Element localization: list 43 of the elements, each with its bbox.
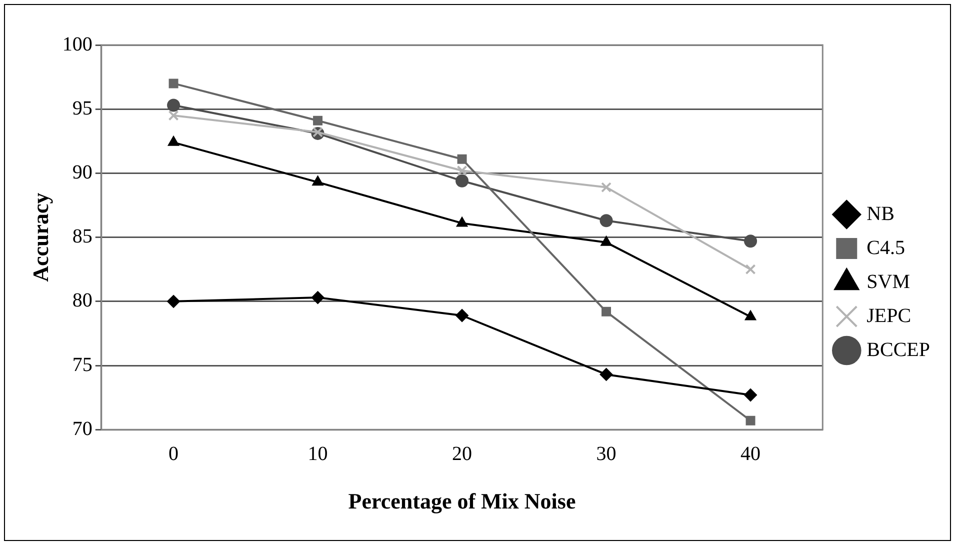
legend-label: SVM: [866, 270, 910, 293]
y-tick-label: 95: [72, 97, 92, 120]
point: [602, 306, 612, 316]
x-axis-title: Percentage of Mix Noise: [348, 488, 576, 514]
x-tick-label: 20: [452, 442, 472, 465]
y-tick-label: 90: [72, 161, 92, 184]
point: [312, 176, 324, 186]
point: [168, 136, 180, 146]
point: [600, 214, 613, 228]
point: [746, 416, 756, 426]
legend-label: BCCEP: [866, 338, 930, 361]
y-tick-label: 75: [72, 354, 92, 376]
point: [456, 216, 468, 227]
x-tick-label: 0: [168, 442, 179, 465]
point: [601, 182, 612, 193]
point: [312, 126, 324, 138]
legend-label: JEPC: [866, 304, 912, 327]
point: [168, 110, 179, 121]
point: [167, 294, 180, 308]
x-tick-label: 40: [740, 442, 761, 465]
y-tick-label: 100: [62, 33, 92, 56]
x-tick-label: 10: [308, 442, 328, 465]
point: [744, 234, 758, 248]
point: [456, 309, 469, 322]
point: [313, 116, 323, 126]
point: [456, 174, 469, 188]
point: [311, 291, 324, 304]
point: [744, 310, 756, 320]
y-tick-label: 70: [72, 418, 92, 440]
point: [456, 165, 468, 176]
legend-label: NB: [866, 202, 894, 225]
y-tick-label: 85: [72, 226, 92, 248]
point: [600, 236, 612, 246]
point: [744, 388, 758, 402]
point: [167, 98, 180, 112]
x-tick-label: 30: [596, 442, 616, 465]
point: [600, 368, 613, 381]
legend-label: C4.5: [866, 236, 905, 259]
y-tick-label: 80: [72, 290, 92, 312]
y-axis-title: Accuracy: [28, 192, 53, 282]
point: [745, 264, 756, 275]
point: [457, 154, 467, 164]
point: [168, 78, 178, 88]
